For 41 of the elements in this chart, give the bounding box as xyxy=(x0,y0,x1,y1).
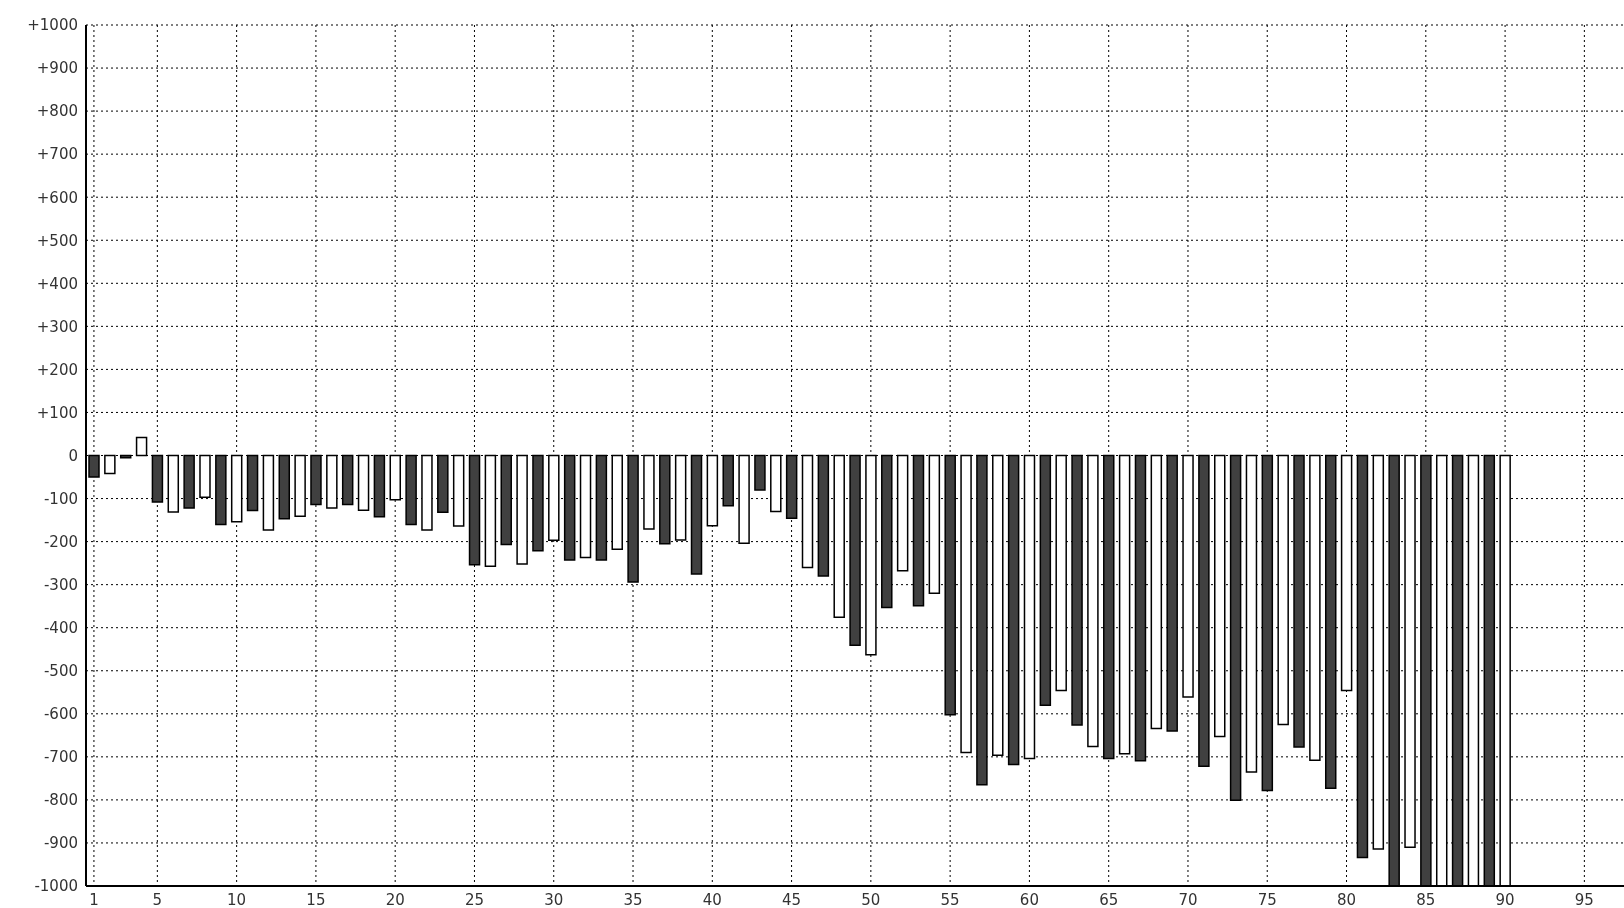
y-tick-label: +600 xyxy=(36,188,78,207)
x-tick-label: 65 xyxy=(1099,890,1119,908)
x-tick-label: 5 xyxy=(152,890,163,908)
y-tick-label: +900 xyxy=(36,59,78,78)
x-tick-label: 40 xyxy=(702,890,722,908)
x-tick-label: 60 xyxy=(1019,890,1039,908)
y-tick-label: -200 xyxy=(43,532,78,551)
x-tick-label: 80 xyxy=(1336,890,1357,908)
y-tick-label: -400 xyxy=(43,619,78,638)
y-tick-label: -1000 xyxy=(34,877,78,896)
x-tick-label: 50 xyxy=(861,890,881,908)
y-tick-label: +200 xyxy=(36,360,78,379)
x-tick-label: 70 xyxy=(1178,890,1198,908)
y-tick-label: -500 xyxy=(43,662,78,681)
y-tick-label: -100 xyxy=(43,489,78,508)
y-tick-label: +100 xyxy=(36,403,78,422)
x-tick-label: 1 xyxy=(89,890,99,908)
x-tick-label: 15 xyxy=(306,890,326,908)
x-tick-label: 30 xyxy=(544,890,564,908)
y-tick-label: 0 xyxy=(68,446,78,465)
y-tick-label: -900 xyxy=(43,834,78,853)
x-tick-label: 90 xyxy=(1495,890,1515,908)
y-tick-label: +300 xyxy=(36,317,78,336)
x-tick-label: 10 xyxy=(227,890,247,908)
y-tick-label: -700 xyxy=(43,748,78,767)
x-tick-label: 45 xyxy=(782,890,802,908)
x-tick-label: 95 xyxy=(1574,890,1594,908)
x-tick-label: 35 xyxy=(623,890,643,908)
x-tick-label: 75 xyxy=(1257,890,1277,908)
y-tick-label: +800 xyxy=(36,102,78,121)
x-tick-label: 25 xyxy=(464,890,485,908)
y-tick-label: -800 xyxy=(43,791,78,810)
y-tick-label: +1000 xyxy=(27,16,78,35)
x-tick-label: 55 xyxy=(940,890,960,908)
y-tick-label: -300 xyxy=(43,575,78,594)
y-tick-label: -600 xyxy=(43,705,78,724)
y-tick-label: +500 xyxy=(36,231,78,250)
x-tick-label: 20 xyxy=(385,890,405,908)
x-tick-label: 85 xyxy=(1416,890,1436,908)
y-tick-label: +400 xyxy=(36,274,78,293)
y-tick-label: +700 xyxy=(36,145,78,164)
